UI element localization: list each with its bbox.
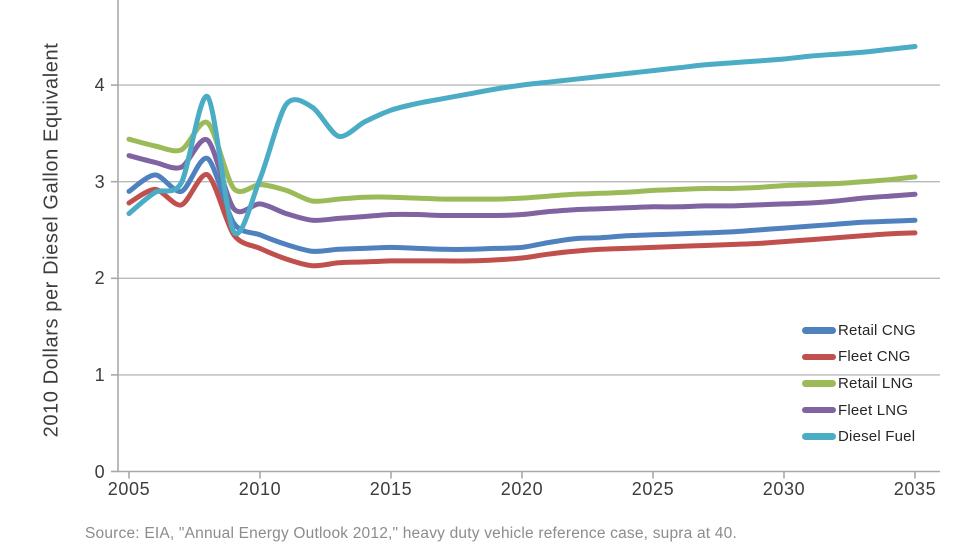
y-tick-label-3: 3 <box>94 171 105 192</box>
legend-swatch-fleet-cng <box>802 353 836 361</box>
source-note: Source: EIA, "Annual Energy Outlook 2012… <box>85 525 737 542</box>
legend-swatch-fleet-lng <box>802 406 836 414</box>
legend-label-diesel-fuel: Diesel Fuel <box>838 428 916 446</box>
series-line-diesel-fuel <box>126 44 918 237</box>
x-tick-label-2025: 2025 <box>631 479 675 499</box>
y-tick-label-1: 1 <box>94 364 105 385</box>
y-axis-title: 2010 Dollars per Diesel Gallon Equivalen… <box>40 42 63 438</box>
series-line-fleet-lng <box>126 137 918 223</box>
legend-label-retail-cng: Retail CNG <box>838 321 916 339</box>
legend-label-retail-lng: Retail LNG <box>838 374 914 392</box>
legend-item-fleet-cng: Fleet CNG <box>802 344 916 371</box>
series-line-retail-lng <box>126 119 918 204</box>
legend-swatch-retail-cng <box>802 327 836 334</box>
x-tick-label-2010: 2010 <box>238 479 282 499</box>
x-tick-label-2005: 2005 <box>107 479 151 499</box>
legend-item-retail-lng: Retail LNG <box>802 370 916 397</box>
y-tick-label-4: 4 <box>94 75 105 96</box>
x-tick-label-2015: 2015 <box>369 479 413 499</box>
legend-item-fleet-lng: Fleet LNG <box>802 397 916 424</box>
legend-label-fleet-cng: Fleet CNG <box>838 348 911 366</box>
legend: Retail CNG Fleet CNG Retail LNG Fleet LNG Di… <box>802 317 916 450</box>
legend-item-diesel-fuel: Diesel Fuel <box>802 423 916 450</box>
x-tick-label-2030: 2030 <box>762 479 806 499</box>
y-tick-label-2: 2 <box>94 268 105 289</box>
legend-swatch-retail-lng <box>802 380 836 387</box>
series-line-retail-cng <box>126 155 918 254</box>
x-tick-label-2035: 2035 <box>893 479 937 499</box>
x-tick-label-2020: 2020 <box>500 479 544 499</box>
legend-swatch-diesel-fuel <box>802 433 836 440</box>
legend-item-retail-cng: Retail CNG <box>802 317 916 344</box>
series-line-fleet-cng <box>126 172 918 269</box>
y-tick-label-0: 0 <box>94 461 105 482</box>
legend-label-fleet-lng: Fleet LNG <box>838 401 909 419</box>
